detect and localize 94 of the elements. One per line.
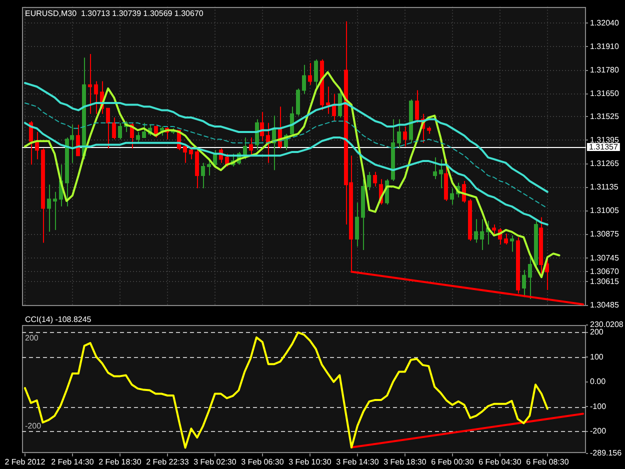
- candlestick: [320, 58, 324, 111]
- candlestick: [35, 132, 39, 160]
- y-tick-label: 0.00: [590, 377, 606, 386]
- candlestick: [480, 218, 484, 250]
- candlestick: [189, 146, 193, 160]
- candlestick: [415, 90, 419, 124]
- y-tick-label: 1.31910: [590, 42, 620, 51]
- candlestick: [427, 126, 431, 134]
- candlestick: [266, 122, 270, 164]
- candlestick: [439, 158, 443, 189]
- candlestick: [361, 178, 365, 250]
- candlestick: [468, 198, 472, 242]
- candlestick: [332, 93, 336, 122]
- candlestick: [373, 171, 377, 187]
- x-tick-label: 2 Feb 2012: [4, 457, 46, 466]
- candlestick: [326, 86, 330, 114]
- y-tick-label: 1.31650: [590, 89, 620, 98]
- y-tick-label: 1.30745: [590, 253, 620, 262]
- y-tick-label: -100: [590, 402, 607, 411]
- candlestick: [474, 218, 478, 244]
- y-tick-label: 1.30615: [590, 276, 620, 286]
- candlestick: [391, 118, 395, 182]
- x-tick-label: 6 Feb 04:30: [478, 457, 522, 466]
- candlestick: [249, 136, 253, 156]
- y-tick-label: 1.31395: [590, 135, 620, 144]
- candlestick: [53, 191, 57, 230]
- y-tick-label: 100: [590, 352, 604, 362]
- candlestick: [355, 202, 359, 247]
- candlestick: [183, 144, 187, 164]
- candlestick: [545, 258, 549, 291]
- x-tick-label: 3 Feb 10:30: [288, 457, 332, 466]
- candlestick: [409, 98, 413, 144]
- candlestick: [118, 122, 122, 140]
- x-tick-label: 3 Feb 14:30: [336, 457, 380, 466]
- candlestick: [522, 269, 526, 298]
- x-tick-label: 3 Feb 02:30: [194, 457, 237, 466]
- candlestick: [308, 62, 312, 86]
- y-tick-label: 1.31780: [590, 66, 620, 75]
- candlestick: [433, 156, 437, 180]
- chart-title: EURUSD,M30 1.30713 1.30739 1.30569 1.30670: [25, 9, 204, 18]
- candlestick: [403, 126, 407, 148]
- candlestick: [290, 106, 294, 136]
- y-tick-label: 1.31525: [590, 112, 620, 121]
- candlestick: [243, 136, 247, 160]
- candlestick: [510, 234, 514, 252]
- candlestick: [41, 148, 45, 244]
- y-tick-label: 1.32040: [590, 18, 620, 28]
- y-tick-label: 1.31005: [590, 206, 620, 216]
- candlestick: [255, 118, 259, 151]
- y-tick-label: 200: [590, 328, 604, 337]
- x-tick-label: 6 Feb 08:30: [526, 457, 570, 466]
- candlestick: [450, 188, 454, 206]
- y-tick-label: 1.31265: [590, 158, 620, 168]
- candlestick: [302, 64, 306, 94]
- x-tick-label: 6 Feb 00:30: [431, 457, 474, 466]
- candlestick: [534, 218, 538, 267]
- ref-line-label: -200: [25, 422, 42, 431]
- x-tick-label: 2 Feb 22:33: [146, 457, 190, 466]
- y-tick-label: 1.31135: [590, 182, 619, 192]
- y-tick-label: -200: [590, 426, 607, 436]
- candlestick: [88, 53, 92, 114]
- y-tick-label: 230.0208: [590, 320, 624, 330]
- candlestick: [296, 88, 300, 116]
- candlestick: [94, 80, 98, 114]
- candlestick: [142, 122, 146, 138]
- candlestick: [160, 126, 164, 136]
- x-tick-label: 3 Feb 18:30: [384, 457, 427, 466]
- x-tick-label: 2 Feb 18:30: [98, 457, 142, 466]
- candlestick: [106, 108, 110, 149]
- candlestick: [504, 233, 508, 246]
- candlestick: [136, 132, 140, 144]
- candlestick: [367, 171, 371, 191]
- candlestick: [397, 118, 401, 149]
- y-tick-label: 1.30485: [590, 300, 620, 310]
- candlestick: [207, 160, 211, 176]
- candlestick: [76, 124, 80, 156]
- ref-line-label: 200: [25, 334, 39, 343]
- candlestick: [338, 90, 342, 118]
- candlestick: [201, 162, 205, 189]
- candlestick: [195, 150, 199, 189]
- x-tick-label: 2 Feb 14:30: [51, 457, 94, 466]
- y-tick-label: 1.30670: [590, 266, 620, 276]
- candlestick: [29, 120, 33, 166]
- candlestick: [47, 184, 51, 232]
- x-tick-label: 3 Feb 06:30: [241, 457, 284, 466]
- candlestick: [444, 158, 448, 202]
- candlestick: [528, 256, 532, 300]
- candlestick: [112, 116, 116, 140]
- y-tick-label: 1.30875: [590, 230, 620, 239]
- y-tick-label: -289.156: [590, 448, 622, 458]
- ref-line-label: 1.31357: [589, 142, 618, 152]
- candlestick: [492, 224, 496, 236]
- line-series: [24, 102, 548, 209]
- chart-title: CCI(14) -108.8245: [25, 315, 92, 324]
